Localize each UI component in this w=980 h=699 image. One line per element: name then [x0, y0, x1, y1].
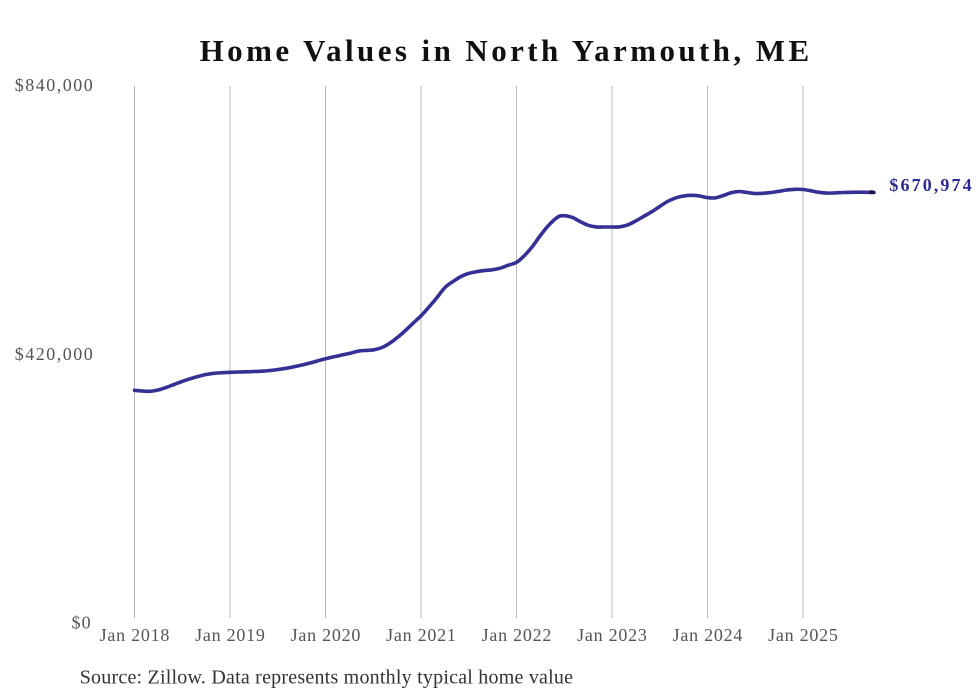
svg-text:Jan 2019: Jan 2019	[195, 625, 265, 645]
svg-text:$0: $0	[72, 613, 92, 633]
svg-text:$840,000: $840,000	[15, 75, 95, 95]
svg-text:Jan 2024: Jan 2024	[673, 625, 743, 645]
svg-text:Home Values in North Yarmouth,: Home Values in North Yarmouth, ME	[200, 33, 813, 68]
svg-text:Jan 2018: Jan 2018	[100, 625, 170, 645]
svg-text:$670,974: $670,974	[889, 175, 973, 195]
svg-text:Source: Zillow. Data represent: Source: Zillow. Data represents monthly …	[80, 666, 574, 688]
svg-text:Jan 2021: Jan 2021	[386, 625, 456, 645]
svg-text:Jan 2020: Jan 2020	[291, 625, 361, 645]
svg-text:Jan 2025: Jan 2025	[768, 625, 838, 645]
svg-text:$420,000: $420,000	[15, 344, 95, 364]
svg-text:Jan 2022: Jan 2022	[482, 625, 552, 645]
svg-text:Jan 2023: Jan 2023	[577, 625, 647, 645]
